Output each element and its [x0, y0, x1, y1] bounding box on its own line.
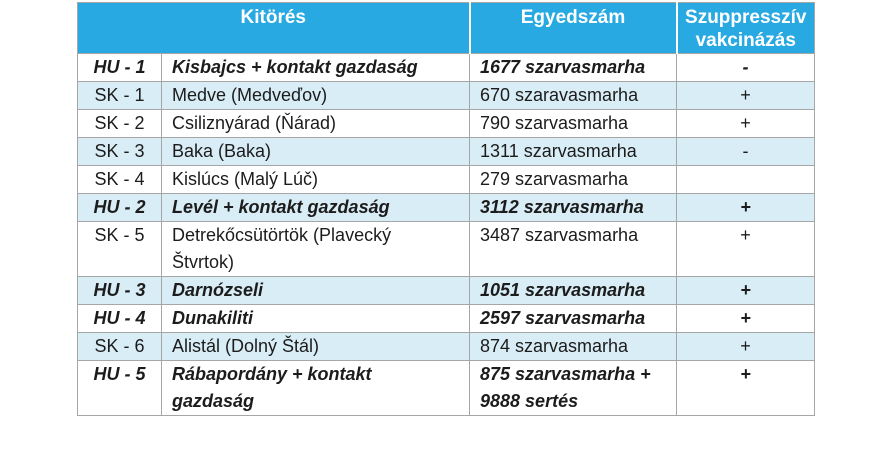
cell-place: Kislúcs (Malý Lúč) — [161, 165, 470, 194]
cell-count: 1051 szarvasmarha — [469, 276, 677, 305]
cell-code: HU - 2 — [77, 193, 162, 222]
table-row: HU - 3 Darnózseli 1051 szarvasmarha + — [77, 276, 815, 305]
cell-place: Medve (Medveďov) — [161, 81, 470, 110]
cell-code: SK - 4 — [77, 165, 162, 194]
cell-vaccination: + — [676, 109, 815, 138]
cell-code: SK - 5 — [77, 221, 162, 277]
cell-vaccination: + — [676, 81, 815, 110]
table-row: HU - 1 Kisbajcs + kontakt gazdaság 1677 … — [77, 53, 815, 82]
cell-code: SK - 6 — [77, 332, 162, 361]
cell-code: SK - 2 — [77, 109, 162, 138]
header-count: Egyedszám — [468, 2, 677, 54]
cell-count: 279 szarvasmarha — [469, 165, 677, 194]
header-row: Kitörés Egyedszám Szuppresszív vakcinázá… — [77, 2, 815, 54]
cell-code: SK - 3 — [77, 137, 162, 166]
table-row: HU - 4 Dunakiliti 2597 szarvasmarha + — [77, 304, 815, 333]
cell-code: HU - 5 — [77, 360, 162, 416]
cell-count: 1311 szarvasmarha — [469, 137, 677, 166]
cell-place: Detrekőcsütörtök (Plavecký Štvrtok) — [161, 221, 470, 277]
cell-vaccination: - — [676, 53, 815, 82]
table-row: SK - 2 Csiliznyárad (Ňárad) 790 szarvasm… — [77, 109, 815, 138]
table-row: SK - 4 Kislúcs (Malý Lúč) 279 szarvasmar… — [77, 165, 815, 194]
cell-code: HU - 1 — [77, 53, 162, 82]
outbreak-table-body: HU - 1 Kisbajcs + kontakt gazdaság 1677 … — [77, 53, 815, 416]
outbreak-table-container: Kitörés Egyedszám Szuppresszív vakcinázá… — [77, 2, 815, 416]
cell-place: Darnózseli — [161, 276, 470, 305]
table-row: SK - 6 Alistál (Dolný Štál) 874 szarvasm… — [77, 332, 815, 361]
cell-place: Alistál (Dolný Štál) — [161, 332, 470, 361]
outbreak-table-header: Kitörés Egyedszám Szuppresszív vakcinázá… — [77, 2, 815, 54]
cell-count: 1677 szarvasmarha — [469, 53, 677, 82]
cell-code: HU - 4 — [77, 304, 162, 333]
cell-count: 2597 szarvasmarha — [469, 304, 677, 333]
cell-count: 790 szarvasmarha — [469, 109, 677, 138]
cell-count: 3487 szarvasmarha — [469, 221, 677, 277]
outbreak-table: Kitörés Egyedszám Szuppresszív vakcinázá… — [77, 2, 815, 416]
cell-count: 670 szaravasmarha — [469, 81, 677, 110]
cell-place: Rábapordány + kontakt gazdaság — [161, 360, 470, 416]
cell-count: 3112 szarvasmarha — [469, 193, 677, 222]
cell-vaccination: + — [676, 360, 815, 416]
header-vaccination: Szuppresszív vakcinázás — [675, 2, 815, 54]
cell-place: Csiliznyárad (Ňárad) — [161, 109, 470, 138]
table-row: SK - 3 Baka (Baka) 1311 szarvasmarha - — [77, 137, 815, 166]
cell-code: SK - 1 — [77, 81, 162, 110]
table-row: SK - 5 Detrekőcsütörtök (Plavecký Štvrto… — [77, 221, 815, 277]
header-outbreak: Kitörés — [77, 2, 470, 54]
cell-code: HU - 3 — [77, 276, 162, 305]
table-row: HU - 5 Rábapordány + kontakt gazdaság 87… — [77, 360, 815, 416]
cell-place: Baka (Baka) — [161, 137, 470, 166]
cell-place: Kisbajcs + kontakt gazdaság — [161, 53, 470, 82]
cell-vaccination: + — [676, 332, 815, 361]
cell-vaccination: + — [676, 193, 815, 222]
cell-vaccination: + — [676, 304, 815, 333]
table-row: SK - 1 Medve (Medveďov) 670 szaravasmarh… — [77, 81, 815, 110]
cell-vaccination — [676, 165, 815, 194]
cell-place: Dunakiliti — [161, 304, 470, 333]
cell-count: 874 szarvasmarha — [469, 332, 677, 361]
table-row: HU - 2 Levél + kontakt gazdaság 3112 sza… — [77, 193, 815, 222]
cell-place: Levél + kontakt gazdaság — [161, 193, 470, 222]
cell-vaccination: + — [676, 221, 815, 277]
cell-count: 875 szarvasmarha + 9888 sertés — [469, 360, 677, 416]
cell-vaccination: - — [676, 137, 815, 166]
cell-vaccination: + — [676, 276, 815, 305]
